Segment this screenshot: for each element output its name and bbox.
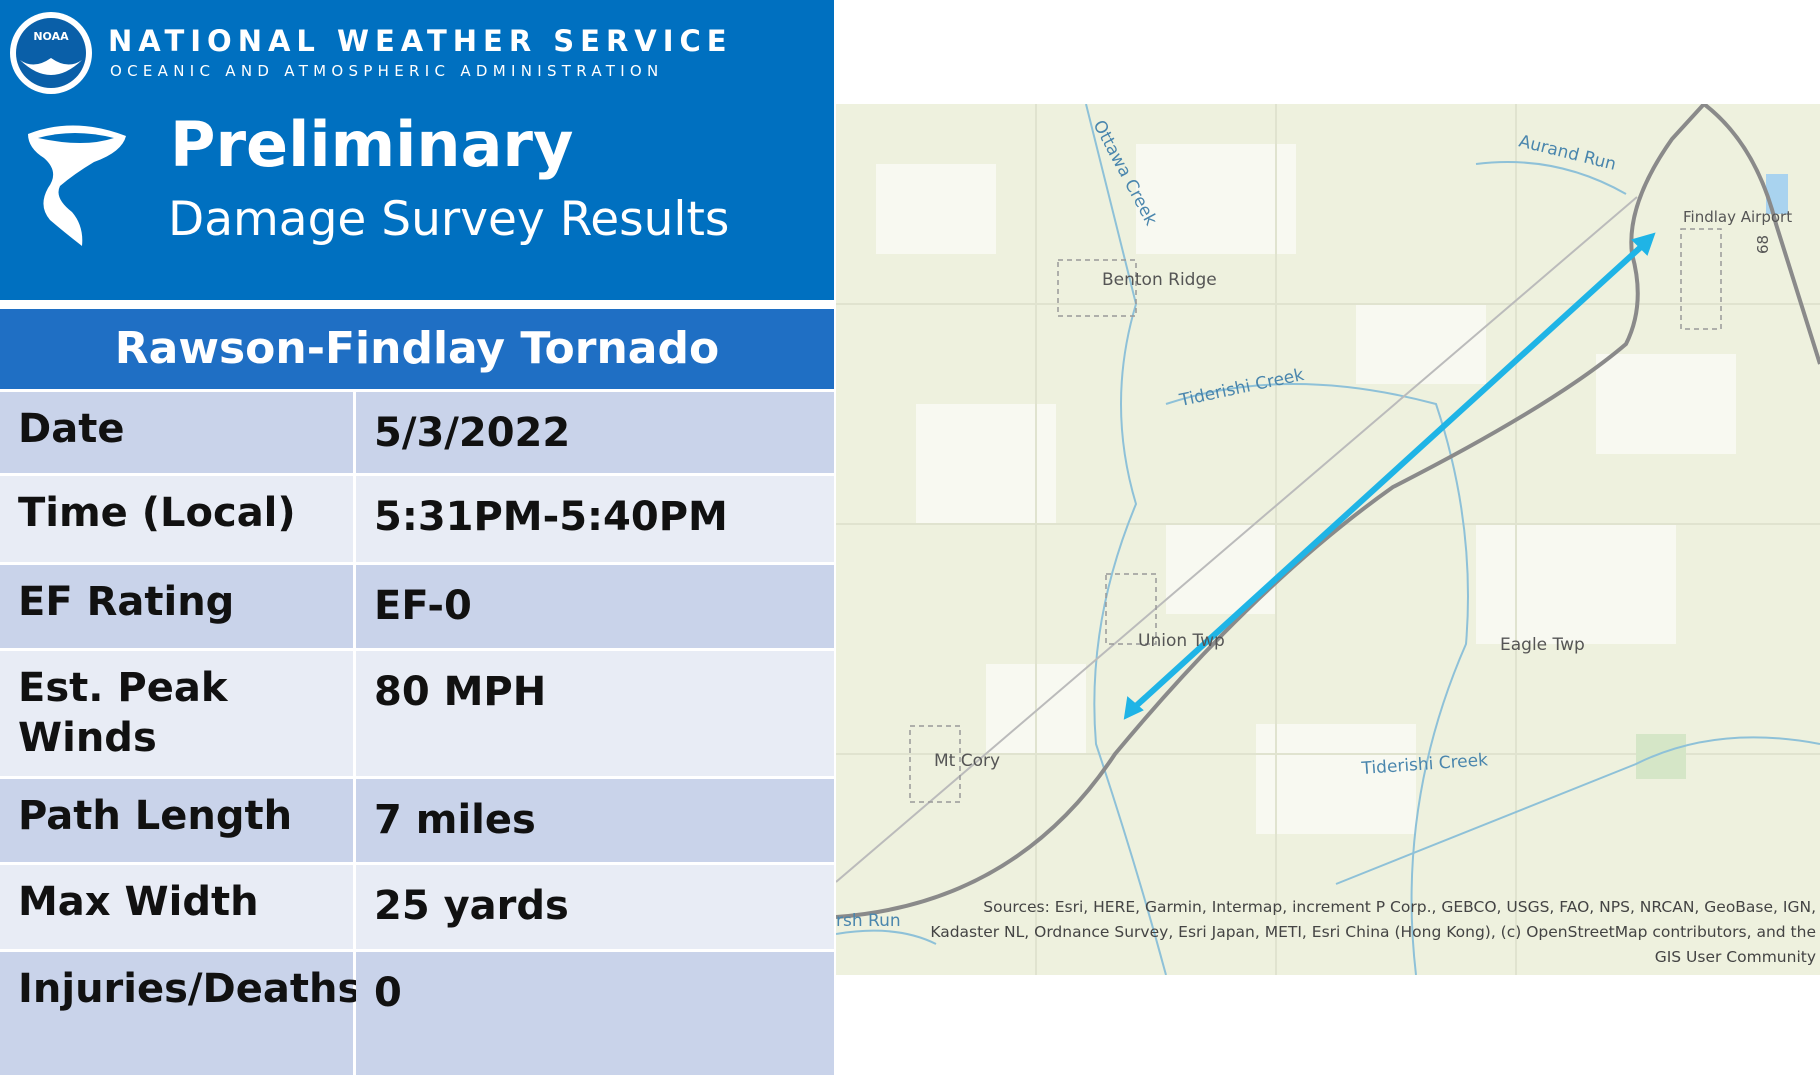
map-attribution: GIS User Community bbox=[1655, 948, 1816, 966]
row-value: 7 miles bbox=[356, 779, 834, 865]
row-label: EF Rating bbox=[0, 565, 356, 651]
map-attribution: Kadaster NL, Ordnance Survey, Esri Japan… bbox=[930, 923, 1816, 941]
map-label: 68 bbox=[1754, 235, 1772, 254]
map-label: Findlay Airport bbox=[1683, 208, 1792, 226]
table-title: Rawson-Findlay Tornado bbox=[0, 309, 834, 389]
title: Preliminary bbox=[170, 108, 574, 181]
map-label: Union Twp bbox=[1138, 631, 1225, 651]
row-value: 5/3/2022 bbox=[356, 392, 834, 476]
row-label: Date bbox=[0, 392, 356, 476]
map-label: Eagle Twp bbox=[1500, 635, 1585, 655]
row-label: Max Width bbox=[0, 865, 356, 952]
row-value: 25 yards bbox=[356, 865, 834, 952]
subtitle: Damage Survey Results bbox=[168, 192, 730, 247]
row-value: 80 MPH bbox=[356, 651, 834, 779]
map-label: rsh Run bbox=[836, 911, 901, 931]
noaa-logo: NOAA bbox=[10, 12, 92, 94]
map-label: Mt Cory bbox=[934, 751, 1000, 771]
row-value: 0 bbox=[356, 952, 834, 1078]
header: NOAA NATIONAL WEATHER SERVICE OCEANIC AN… bbox=[0, 0, 834, 300]
map: Ottawa Creek Aurand Run Findlay Airport … bbox=[836, 104, 1820, 975]
agency-name: NATIONAL WEATHER SERVICE bbox=[108, 24, 733, 58]
subagency-name: OCEANIC AND ATMOSPHERIC ADMINISTRATION bbox=[110, 62, 664, 80]
map-attribution: Sources: Esri, HERE, Garmin, Intermap, i… bbox=[983, 898, 1816, 916]
row-label: Time (Local) bbox=[0, 476, 356, 565]
row-value: 5:31PM-5:40PM bbox=[356, 476, 834, 565]
logo-text: NOAA bbox=[33, 30, 69, 43]
tornado-icon bbox=[28, 125, 126, 246]
row-label: Path Length bbox=[0, 779, 356, 865]
row-label: Est. Peak Winds bbox=[0, 651, 356, 779]
row-label: Injuries/Deaths bbox=[0, 952, 361, 1078]
map-label: Benton Ridge bbox=[1102, 270, 1217, 290]
row-value: EF-0 bbox=[356, 565, 834, 651]
